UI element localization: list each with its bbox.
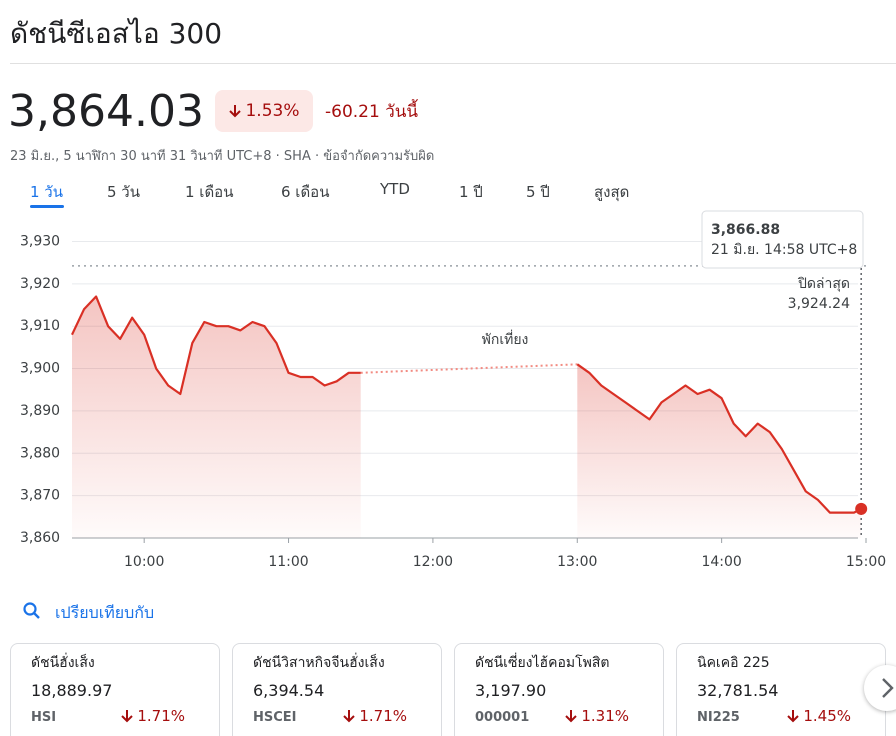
tab[interactable]: 5 วัน	[107, 183, 140, 201]
meta: 23 มิ.ย., 5 นาฬิกา 30 นาที 31 วินาที UTC…	[10, 149, 435, 164]
down-arrow	[787, 710, 800, 723]
area-fill	[577, 364, 862, 538]
compare-card[interactable]: ดัชนีวิสาหกิจจีนฮั่งเส็ง 6,394.54 HSCEI …	[232, 643, 442, 736]
next-button[interactable]	[864, 665, 896, 711]
tab[interactable]: 6 เดือน	[281, 183, 330, 201]
card-price: 6,394.54	[253, 681, 325, 700]
y-tick-label: 3,880	[20, 445, 60, 461]
card-name: ดัชนีเซี่ยงไฮ้คอมโพสิต	[475, 655, 610, 671]
previous-close-value: 3,924.24	[788, 296, 850, 312]
x-tick-label: 12:00	[413, 554, 453, 570]
card-change: 1.31%	[564, 707, 629, 725]
tooltip-box	[701, 210, 864, 269]
change-percent: 1.53%	[245, 101, 300, 121]
y-tick-label: 3,890	[20, 403, 60, 419]
y-tick-label: 3,930	[20, 233, 60, 249]
compare-card[interactable]: นิคเคอิ 225 32,781.54 NI225 1.45%	[676, 643, 886, 736]
change-badge: 1.53%	[215, 90, 313, 132]
card-change-value: 1.31%	[581, 707, 629, 725]
card-change-value: 1.45%	[803, 707, 851, 725]
title: ดัชนีซีเอสไอ 300	[10, 17, 223, 50]
compare-title[interactable]: เปรียบเทียบกับ	[55, 603, 155, 622]
divider	[10, 63, 896, 64]
y-tick-label: 3,900	[20, 361, 60, 377]
compare-card[interactable]: ดัชนีเซี่ยงไฮ้คอมโพสิต 3,197.90 000001 1…	[454, 643, 664, 736]
card-change-value: 1.71%	[137, 707, 185, 725]
break-label: พักเที่ยง	[482, 330, 529, 348]
card-change: 1.71%	[342, 707, 407, 725]
previous-close-label: ปิดล่าสุด	[797, 276, 850, 292]
down-arrow	[343, 710, 356, 723]
x-tick-label: 15:00	[846, 554, 886, 570]
card-symbol: HSCEI	[253, 710, 297, 725]
change: -60.21 วันนี้	[325, 102, 418, 122]
down-arrow	[121, 710, 134, 723]
tab[interactable]: 1 เดือน	[185, 183, 234, 201]
x-tick-label: 14:00	[701, 554, 741, 570]
card-change: 1.71%	[120, 707, 185, 725]
tab[interactable]: YTD	[380, 180, 410, 198]
card-price: 3,197.90	[475, 681, 547, 700]
x-tick-label: 13:00	[557, 554, 597, 570]
search-icon	[23, 602, 40, 619]
x-tick-label: 10:00	[124, 554, 164, 570]
down-arrow	[565, 710, 578, 723]
card-name: ดัชนีฮั่งเส็ง	[31, 655, 95, 671]
y-tick-label: 3,920	[20, 276, 60, 292]
price-line	[576, 363, 862, 514]
card-symbol: HSI	[31, 710, 57, 725]
tab[interactable]: 1 วัน	[30, 183, 63, 201]
tooltip-time: 21 มิ.ย. 14:58 UTC+8	[711, 242, 857, 258]
card-name: ดัชนีวิสาหกิจจีนฮั่งเส็ง	[253, 655, 385, 671]
y-tick-label: 3,860	[20, 530, 60, 546]
card-change-value: 1.71%	[359, 707, 407, 725]
tab[interactable]: 1 ปี	[459, 183, 483, 201]
y-tick-label: 3,910	[20, 318, 60, 334]
tab[interactable]: สูงสุด	[594, 183, 630, 201]
chevron-icon	[882, 678, 894, 698]
price-line	[71, 295, 361, 396]
card-change: 1.45%	[786, 707, 851, 725]
chart: 3,860 3,870 3,880 3,890 3,900 3,910 3,920 3,930…	[20, 210, 886, 570]
x-tick-label: 11:00	[268, 554, 308, 570]
tab-underline	[30, 205, 64, 208]
break-connector	[360, 363, 578, 374]
tab[interactable]: 5 ปี	[526, 183, 550, 201]
card-price: 18,889.97	[31, 681, 113, 700]
last-point	[855, 502, 868, 515]
tooltip-value: 3,866.88	[711, 222, 780, 238]
card-price: 32,781.54	[697, 681, 779, 700]
y-tick-label: 3,870	[20, 488, 60, 504]
card-symbol: NI225	[697, 710, 740, 725]
card-symbol: 000001	[475, 710, 530, 725]
down-arrow	[229, 105, 242, 118]
price: 3,864.03	[8, 86, 204, 137]
compare-card[interactable]: ดัชนีฮั่งเส็ง 18,889.97 HSI 1.71%	[10, 643, 220, 736]
card-name: นิคเคอิ 225	[697, 655, 770, 671]
area-fill	[72, 296, 361, 538]
